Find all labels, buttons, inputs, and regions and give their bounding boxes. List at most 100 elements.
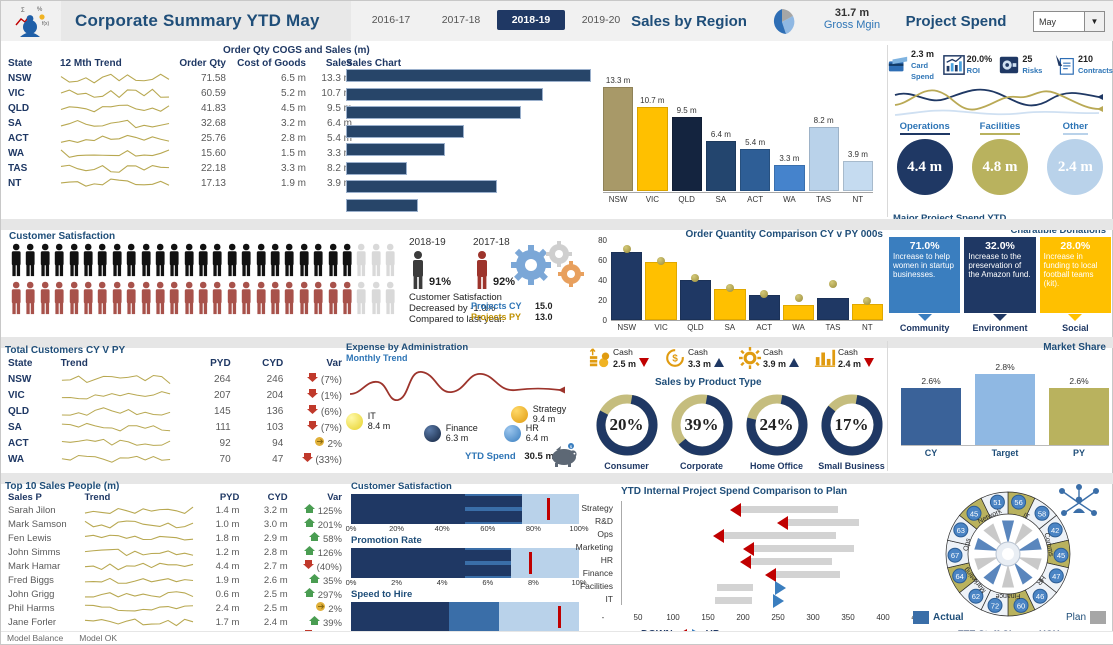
region-column: 3.9 m xyxy=(842,61,873,191)
svg-text:42: 42 xyxy=(1051,526,1059,535)
ytdp-category: HR xyxy=(600,555,613,565)
cell-trend xyxy=(57,131,175,146)
region-category: WA xyxy=(783,195,796,204)
coins-up-icon xyxy=(589,347,611,369)
oqc-py-marker xyxy=(691,273,700,282)
cell-cyd: 204 xyxy=(266,389,284,401)
region-value: 9.5 m xyxy=(676,105,697,115)
fte-wheel-chart: 56 58 IT 42 45 Comms 47 46 HR 60 72 Finance 62 64 Mark… xyxy=(906,484,1111,629)
oqc-py-marker xyxy=(657,256,666,265)
year-tabs[interactable]: 2016-17 2017-18 2018-19 2019-20 xyxy=(357,10,635,30)
region-column: 6.4 m xyxy=(705,61,736,191)
piggy-bank-icon: $ xyxy=(549,443,581,470)
sales-bar xyxy=(346,161,407,175)
cell-state: WA xyxy=(8,148,25,159)
person-icon xyxy=(81,281,95,315)
cash-kpi-row: Cash 2.5 m $ Cash 3.3 m Cash 3.9 m Cash 2.4 m xyxy=(589,342,889,374)
cell-cyd: 2.7 m xyxy=(263,560,288,572)
month-select[interactable]: May ▼ xyxy=(1033,11,1105,32)
sales-chart-label: Sales Chart xyxy=(346,58,402,69)
sales-bar xyxy=(346,198,418,212)
person-icon xyxy=(254,281,268,315)
cell-order-qty: 25.76 xyxy=(200,133,226,144)
cell-pyd: 1.4 m xyxy=(215,504,240,516)
cell-cyd: 2.5 m xyxy=(263,588,288,600)
region-chart-axis xyxy=(603,192,873,193)
person-icon-cy xyxy=(413,251,423,289)
table-row: NSW 71.58 6.5 m 13.3 m xyxy=(5,71,355,86)
table-row: Fen Lewis 1.8 m 2.9 m 58% xyxy=(5,531,345,545)
tab-2019-20[interactable]: 2019-20 xyxy=(567,10,635,30)
oqc-category: SA xyxy=(724,323,736,332)
contract-pen-icon xyxy=(1054,54,1076,76)
cell-name: John Grigg xyxy=(8,588,55,600)
tab-2018-19[interactable]: 2018-19 xyxy=(497,10,565,30)
col-order-qty: Order Qty xyxy=(179,58,226,69)
finance-value: 6.3 m xyxy=(445,432,469,443)
cell-trend xyxy=(81,559,200,573)
oqc-py-marker xyxy=(863,296,872,305)
svg-text:51: 51 xyxy=(993,498,1001,507)
person-icon xyxy=(167,243,181,277)
cell-name: John Simms xyxy=(8,546,61,558)
oqc-bar xyxy=(611,251,643,320)
oqc-column xyxy=(782,241,815,320)
person-icon xyxy=(139,243,153,277)
ytd-project-title: YTD Internal Project Spend Comparison to… xyxy=(621,486,848,497)
person-icon xyxy=(9,281,23,315)
cell-sales: 6.4 m xyxy=(326,118,352,129)
svg-text:62: 62 xyxy=(972,592,980,601)
cell-cogs: 4.5 m xyxy=(280,103,306,114)
tab-2017-18[interactable]: 2017-18 xyxy=(427,10,495,30)
donut-caption: Corporate xyxy=(679,461,723,471)
kpi-value: 2.3 m xyxy=(911,48,935,59)
cell-pyd: 1.7 m xyxy=(215,616,240,628)
ytdp-x-tick: 150 xyxy=(701,613,715,622)
cell-cyd: 103 xyxy=(266,421,284,433)
cell-pyd: 4.4 m xyxy=(215,560,240,572)
actual-swatch-icon xyxy=(913,611,929,624)
cell-cyd: 246 xyxy=(266,373,284,385)
sales-bar xyxy=(346,180,497,193)
cash-trend-icon xyxy=(638,357,649,370)
region-value: 6.4 m xyxy=(710,129,731,139)
order-qty-comparison-chart: Order Quantity Comparison CY v PY 000s 8… xyxy=(587,229,887,339)
ytdp-track xyxy=(751,545,855,552)
cell-var: (40%) xyxy=(291,559,345,573)
oqc-py-marker xyxy=(725,284,734,293)
donut-pct: 39% xyxy=(684,415,719,434)
cell-name: Sarah Jilon xyxy=(8,504,56,516)
cell-cyd: 94 xyxy=(272,437,284,449)
expense-subtitle: Monthly Trend xyxy=(346,353,408,363)
bullet-tick: 10% xyxy=(571,578,587,587)
gross-margin-value: 31.7 m xyxy=(834,7,870,19)
var-arrow-icon xyxy=(307,373,319,386)
person-icon xyxy=(23,281,37,315)
y-tick: 40 xyxy=(598,276,607,285)
region-bar xyxy=(671,116,702,191)
tab-2016-17[interactable]: 2016-17 xyxy=(357,10,425,30)
table-row: NSW 264 246 (7%) xyxy=(5,371,345,387)
person-icon xyxy=(153,243,167,277)
col-trend: Trend xyxy=(60,358,88,369)
var-arrow-icon xyxy=(307,405,319,418)
table-row: VIC 60.59 5.2 m 10.7 m xyxy=(5,86,355,101)
cell-state: SA xyxy=(8,118,22,129)
expense-item-it: IT 8.4 m xyxy=(346,411,390,432)
svg-text:HR: HR xyxy=(1035,574,1047,586)
chevron-down-icon[interactable]: ▼ xyxy=(1084,12,1104,31)
status-bar: Model Balance Model OK xyxy=(1,632,1113,644)
var-arrow-icon xyxy=(315,602,326,615)
cell-order-qty: 41.83 xyxy=(200,103,226,114)
donut-pct: 17% xyxy=(834,415,869,434)
ytdp-x-tick: 200 xyxy=(736,613,750,622)
var-arrow-icon xyxy=(309,532,321,545)
expense-item-finance: Finance 6.3 m xyxy=(424,423,478,444)
table-row: WA 70 47 (33%) xyxy=(5,451,345,467)
cell-trend xyxy=(57,101,175,116)
person-icon xyxy=(81,243,95,277)
project-trend-sparkline xyxy=(893,83,1109,121)
ytdp-track xyxy=(739,506,839,513)
product-type-donuts: 20% 39% 24% 17% xyxy=(589,389,889,461)
cell-pyd: 1.0 m xyxy=(215,518,240,530)
